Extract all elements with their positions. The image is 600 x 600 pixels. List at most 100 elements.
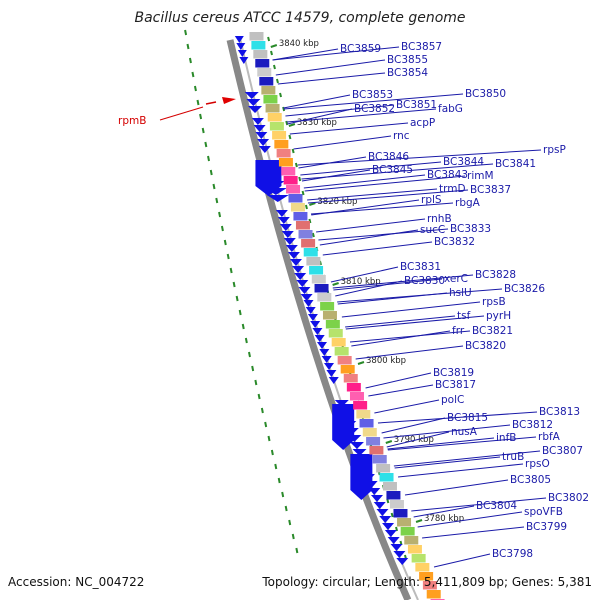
cog-box (306, 257, 321, 266)
gene-label[interactable]: BC3798 (492, 548, 533, 560)
gene-label[interactable]: truB (502, 451, 524, 463)
gene-label[interactable]: BC3821 (472, 325, 513, 337)
cog-box (309, 266, 324, 275)
kbp-tick (332, 282, 339, 286)
gene-label[interactable]: rpsB (482, 296, 506, 308)
cog-box (274, 140, 289, 149)
gene-label[interactable]: BC3852 (354, 103, 395, 115)
gene-label[interactable]: BC3833 (450, 223, 491, 235)
gene-label[interactable]: BC3807 (542, 445, 583, 457)
gene-label[interactable]: BC3804 (476, 500, 517, 512)
gene-label[interactable]: BC3859 (340, 43, 381, 55)
gc-skew-mark (193, 85, 197, 92)
gene-label[interactable]: infB (496, 432, 516, 444)
gene-leader-line (417, 511, 523, 528)
gene-arrow (236, 43, 246, 50)
gene-label[interactable]: frr (452, 325, 465, 337)
gene-label[interactable]: rpsP (543, 144, 566, 156)
gene-label[interactable]: rbgA (455, 197, 481, 209)
gc-skew-mark (188, 57, 192, 64)
gc-skew-mark (196, 99, 200, 106)
gene-label[interactable]: nusA (451, 426, 478, 438)
gene-leader-line (301, 169, 371, 182)
gene-label[interactable]: BC3799 (526, 521, 567, 533)
gc-skew-mark (207, 155, 211, 162)
gene-label[interactable]: BC3854 (387, 67, 428, 79)
rpmB-dash (205, 101, 217, 105)
gene-label[interactable]: acpP (410, 117, 435, 129)
gene-leader-line (297, 149, 542, 166)
gene-label[interactable]: polC (441, 394, 464, 406)
gene-label[interactable]: BC3843 (427, 169, 468, 181)
gene-arrow (283, 238, 296, 245)
cog-box (249, 32, 264, 41)
gene-label[interactable]: BC3855 (387, 54, 428, 66)
gc-skew-mark (291, 148, 295, 154)
cog-box (389, 500, 404, 509)
gene-label[interactable]: BC3851 (396, 99, 437, 111)
gene-label[interactable]: BC3841 (495, 158, 536, 170)
gene-label[interactable]: xerC (444, 273, 468, 285)
gene-label[interactable]: BC3817 (435, 379, 476, 391)
cog-box (404, 536, 419, 545)
gene-label[interactable]: hslU (449, 287, 472, 299)
gene-label[interactable]: BC3830 (404, 275, 445, 287)
gene-label[interactable]: BC3846 (368, 151, 409, 163)
cog-box (353, 401, 368, 410)
gene-label[interactable]: rplS (421, 194, 442, 206)
gene-label[interactable]: BC3857 (401, 41, 442, 53)
cog-box (366, 437, 381, 446)
gene-leader-line (301, 163, 494, 180)
gene-label[interactable]: BC3844 (443, 156, 484, 168)
gene-label[interactable]: rbfA (538, 431, 561, 443)
gene-label[interactable]: rnhB (427, 213, 452, 225)
gene-label[interactable]: BC3845 (372, 164, 413, 176)
gene-label[interactable]: rimM (467, 170, 494, 182)
gene-arrow (312, 328, 323, 335)
gene-arrow (382, 523, 395, 530)
gene-arrow (251, 118, 264, 125)
rpmB-leader (159, 106, 204, 121)
gene-label[interactable]: BC3819 (433, 367, 474, 379)
gene-label[interactable]: BC3826 (504, 283, 545, 295)
gene-leader-line (377, 411, 538, 424)
gene-label[interactable]: BC3802 (548, 492, 589, 504)
gc-skew-mark (186, 43, 190, 50)
gene-label[interactable]: BC3853 (352, 89, 393, 101)
gene-label[interactable]: BC3831 (400, 261, 441, 273)
cog-box (267, 113, 282, 122)
cog-box (411, 554, 426, 563)
gene-label[interactable]: tsf (457, 310, 471, 322)
cog-box (317, 293, 332, 302)
gene-label[interactable]: BC3805 (510, 474, 551, 486)
gene-arrow (319, 349, 330, 356)
cog-box (290, 203, 305, 212)
highlight-gene-label[interactable]: rpmB (118, 115, 146, 127)
gene-label[interactable]: rnc (393, 130, 410, 142)
gene-label[interactable]: trmD (439, 183, 466, 195)
gene-arrow (324, 363, 335, 370)
gene-label[interactable]: BC3837 (470, 184, 511, 196)
gene-label[interactable]: spoVFB (524, 506, 563, 518)
gene-label[interactable]: BC3820 (465, 340, 506, 352)
gc-skew-mark (218, 211, 222, 218)
gene-leader-line (319, 229, 419, 246)
gene-leader-line (318, 228, 449, 241)
cog-box (263, 95, 278, 104)
gene-label[interactable]: sucC (420, 224, 445, 236)
cog-box (259, 77, 274, 86)
gene-label[interactable]: BC3815 (447, 412, 488, 424)
gc-skew-mark (191, 71, 195, 78)
gene-label[interactable]: BC3812 (512, 419, 553, 431)
gene-label[interactable]: BC3813 (539, 406, 580, 418)
gene-label[interactable]: fabG (438, 103, 463, 115)
gene-label[interactable]: rpsO (525, 458, 550, 470)
gene-label[interactable]: BC3828 (475, 269, 516, 281)
gene-arrow (387, 537, 400, 544)
gene-label[interactable]: pyrH (486, 310, 511, 322)
gene-label[interactable]: BC3850 (465, 88, 506, 100)
gene-label[interactable]: BC3832 (434, 236, 475, 248)
map-title: Bacillus cereus ATCC 14579, complete gen… (134, 10, 465, 26)
gene-leader-line (300, 161, 442, 176)
